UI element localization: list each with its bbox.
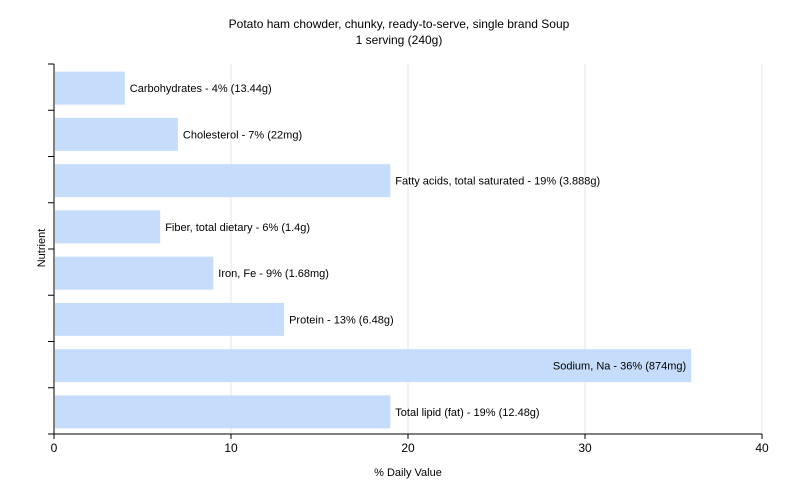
bar-label-2: Fatty acids, total saturated - 19% (3.88… xyxy=(395,176,600,188)
bar-label-5: Protein - 13% (6.48g) xyxy=(289,314,394,326)
chart-subtitle: 1 serving (240g) xyxy=(356,33,443,47)
bar-label-3: Fiber, total dietary - 6% (1.4g) xyxy=(165,222,310,234)
chart-title: Potato ham chowder, chunky, ready-to-ser… xyxy=(229,17,570,31)
bar-4 xyxy=(55,256,214,290)
x-tick-label-2: 20 xyxy=(401,441,415,455)
bars: Carbohydrates - 4% (13.44g) Cholesterol -… xyxy=(55,71,692,429)
bar-2 xyxy=(55,164,391,198)
x-tick-label-4: 40 xyxy=(755,441,769,455)
bar-label-6: Sodium, Na - 36% (874mg) xyxy=(553,361,686,373)
x-tick-label-0: 0 xyxy=(51,441,58,455)
bar-label-4: Iron, Fe - 9% (1.68mg) xyxy=(218,268,329,280)
bar-6 xyxy=(55,349,692,383)
y-axis-label: Nutrient xyxy=(36,229,48,268)
bar-3 xyxy=(55,210,161,244)
x-tick-label-3: 30 xyxy=(578,441,592,455)
x-tick-label-1: 10 xyxy=(224,441,238,455)
bar-1 xyxy=(55,117,178,151)
bar-5 xyxy=(55,302,285,336)
bar-7 xyxy=(55,395,391,429)
bar-label-0: Carbohydrates - 4% (13.44g) xyxy=(130,83,272,95)
bar-label-7: Total lipid (fat) - 19% (12.48g) xyxy=(395,407,539,419)
bar-label-1: Cholesterol - 7% (22mg) xyxy=(183,129,302,141)
bar-0 xyxy=(55,71,125,105)
axes: 0 10 20 30 40 xyxy=(48,63,769,455)
x-axis-label: % Daily Value xyxy=(374,467,442,479)
